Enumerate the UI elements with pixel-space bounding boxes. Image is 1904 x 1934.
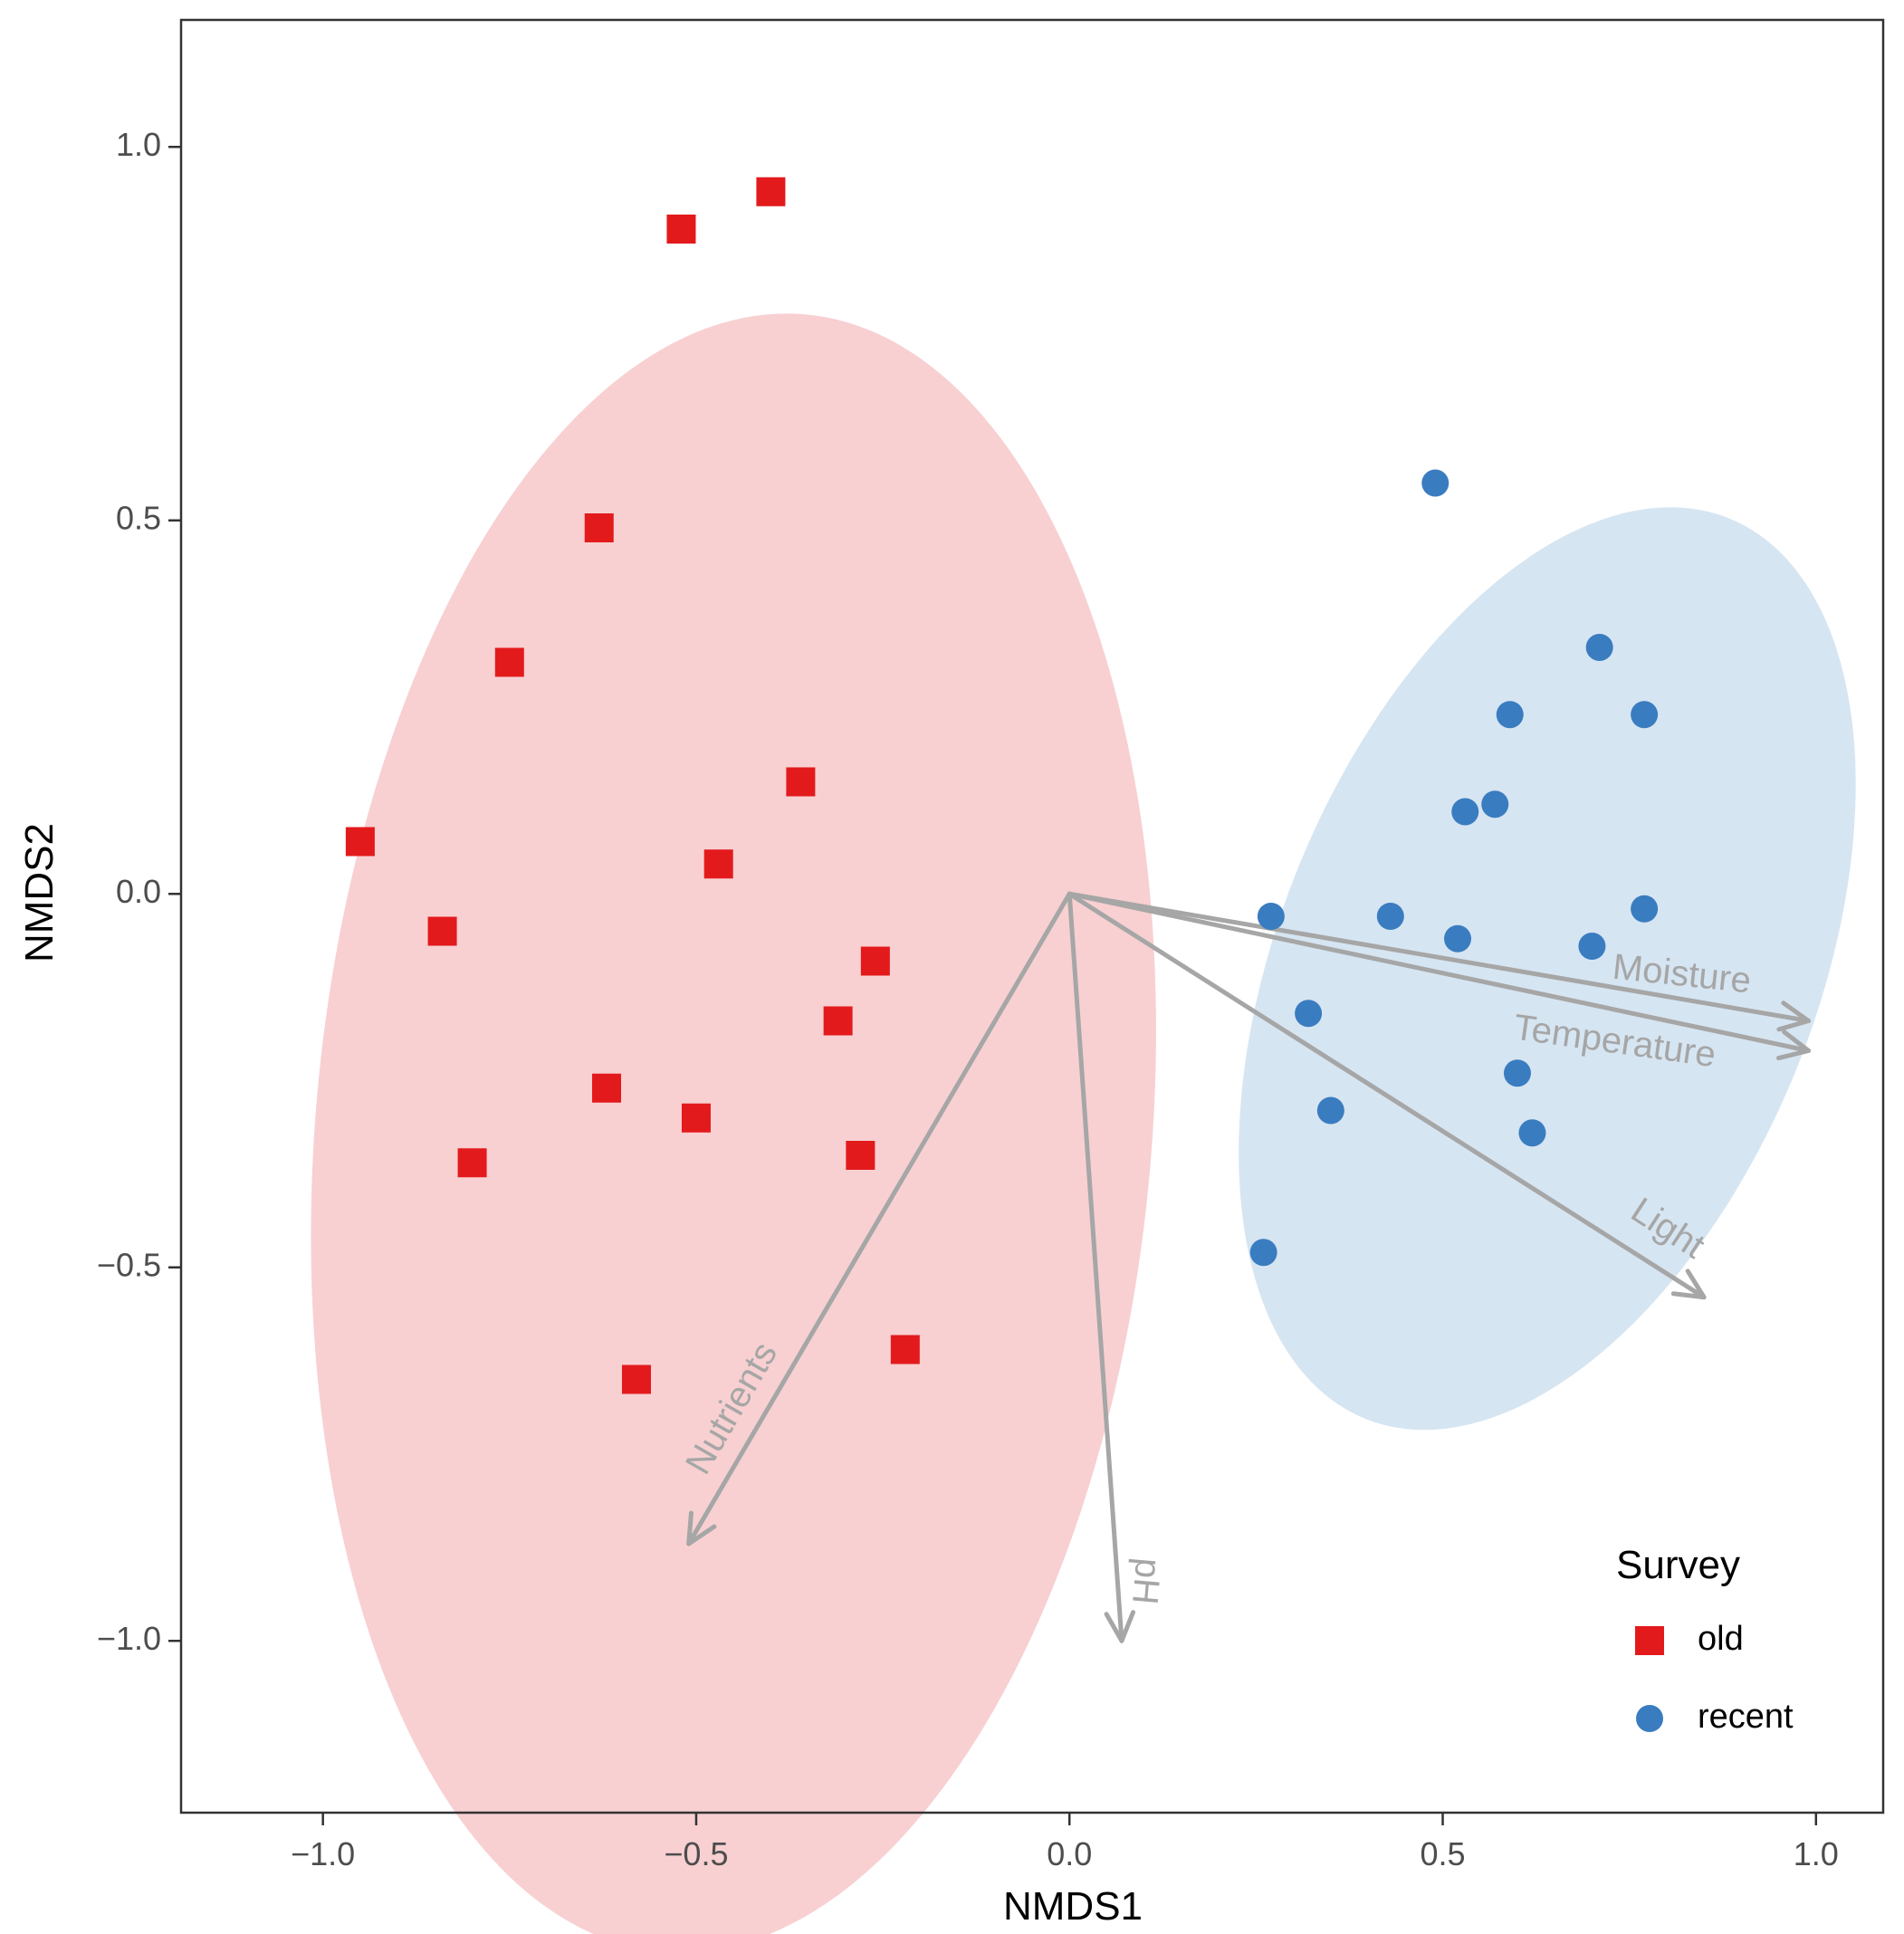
vector-label-ph: pH: [1124, 1556, 1168, 1606]
point-old-5: [786, 767, 816, 797]
point-old-7: [703, 849, 733, 879]
ellipse-layer: [311, 313, 1856, 1934]
x-axis-title: NMDS1: [1003, 1884, 1143, 1929]
point-recent-16: [1249, 1239, 1277, 1267]
point-recent-7: [1257, 903, 1285, 930]
legend-key-recent: [1636, 1705, 1663, 1732]
vector-arrowhead-light: [1670, 1269, 1707, 1300]
x-tick-label-4: 0.5: [1420, 1835, 1465, 1872]
x-axis: −1.0 −0.5 0.0 0.5 1.0: [291, 1813, 1839, 1872]
point-old-3: [584, 513, 614, 542]
legend-label-recent: recent: [1698, 1698, 1794, 1736]
x-tick-label-1: −1.0: [291, 1835, 355, 1872]
y-axis: −1.0 −0.5 0.0 0.5 1.0: [97, 126, 181, 1657]
point-layer: [345, 177, 1659, 1394]
point-recent-3: [1496, 701, 1524, 729]
point-recent-2: [1585, 634, 1613, 661]
legend-label-old: old: [1698, 1620, 1744, 1658]
x-tick-label-2: −0.5: [664, 1835, 728, 1872]
ellipse-recent: [1239, 507, 1856, 1431]
panel-border: [179, 18, 1885, 1814]
point-old-1: [756, 177, 786, 206]
legend-title: Survey: [1616, 1543, 1740, 1587]
point-recent-11: [1631, 895, 1659, 923]
vector-line-nutrients: [686, 891, 1072, 1546]
point-recent-14: [1316, 1096, 1344, 1125]
vector-arrowhead-moisture: [1776, 1001, 1812, 1032]
y-tick-label-2: −0.5: [97, 1246, 161, 1283]
point-recent-1: [1421, 469, 1450, 497]
point-recent-5: [1451, 798, 1479, 826]
point-old-2: [666, 215, 696, 244]
point-recent-12: [1295, 1000, 1323, 1028]
y-tick-label-1: −1.0: [97, 1620, 161, 1657]
x-tick-label-5: 1.0: [1794, 1835, 1839, 1872]
y-axis-title: NMDS2: [17, 823, 62, 962]
point-old-10: [823, 1006, 853, 1036]
vector-arrowhead-temperature: [1776, 1029, 1812, 1061]
vector-line-ph: [1067, 891, 1124, 1643]
point-recent-9: [1444, 924, 1471, 953]
point-old-8: [427, 916, 457, 946]
point-old-15: [890, 1335, 920, 1364]
y-tick-label-5: 1.0: [116, 126, 161, 163]
point-old-6: [345, 827, 375, 857]
point-old-13: [457, 1148, 487, 1178]
legend-key-old: [1635, 1626, 1664, 1655]
legend: Survey old recent: [1616, 1543, 1794, 1736]
vector-line-moisture: [1067, 891, 1812, 1023]
vector-arrowhead-ph: [1104, 1610, 1136, 1643]
y-tick-label-4: 0.5: [116, 499, 161, 536]
point-old-16: [621, 1364, 651, 1394]
vector-line-temperature: [1067, 891, 1812, 1053]
point-old-12: [681, 1103, 711, 1133]
point-old-11: [592, 1073, 621, 1103]
point-old-9: [860, 946, 890, 976]
point-old-14: [846, 1141, 875, 1170]
vector-arrowhead-nutrients: [686, 1510, 717, 1546]
x-tick-label-3: 0.0: [1047, 1835, 1092, 1872]
point-recent-15: [1518, 1119, 1546, 1147]
point-recent-4: [1631, 701, 1659, 729]
point-recent-13: [1503, 1059, 1531, 1087]
y-tick-label-3: 0.0: [116, 873, 161, 910]
point-recent-8: [1376, 903, 1404, 930]
point-recent-10: [1578, 933, 1606, 960]
point-old-4: [494, 647, 524, 677]
point-recent-6: [1481, 790, 1509, 819]
ellipse-old: [311, 313, 1156, 1934]
vector-line-light: [1067, 891, 1707, 1300]
